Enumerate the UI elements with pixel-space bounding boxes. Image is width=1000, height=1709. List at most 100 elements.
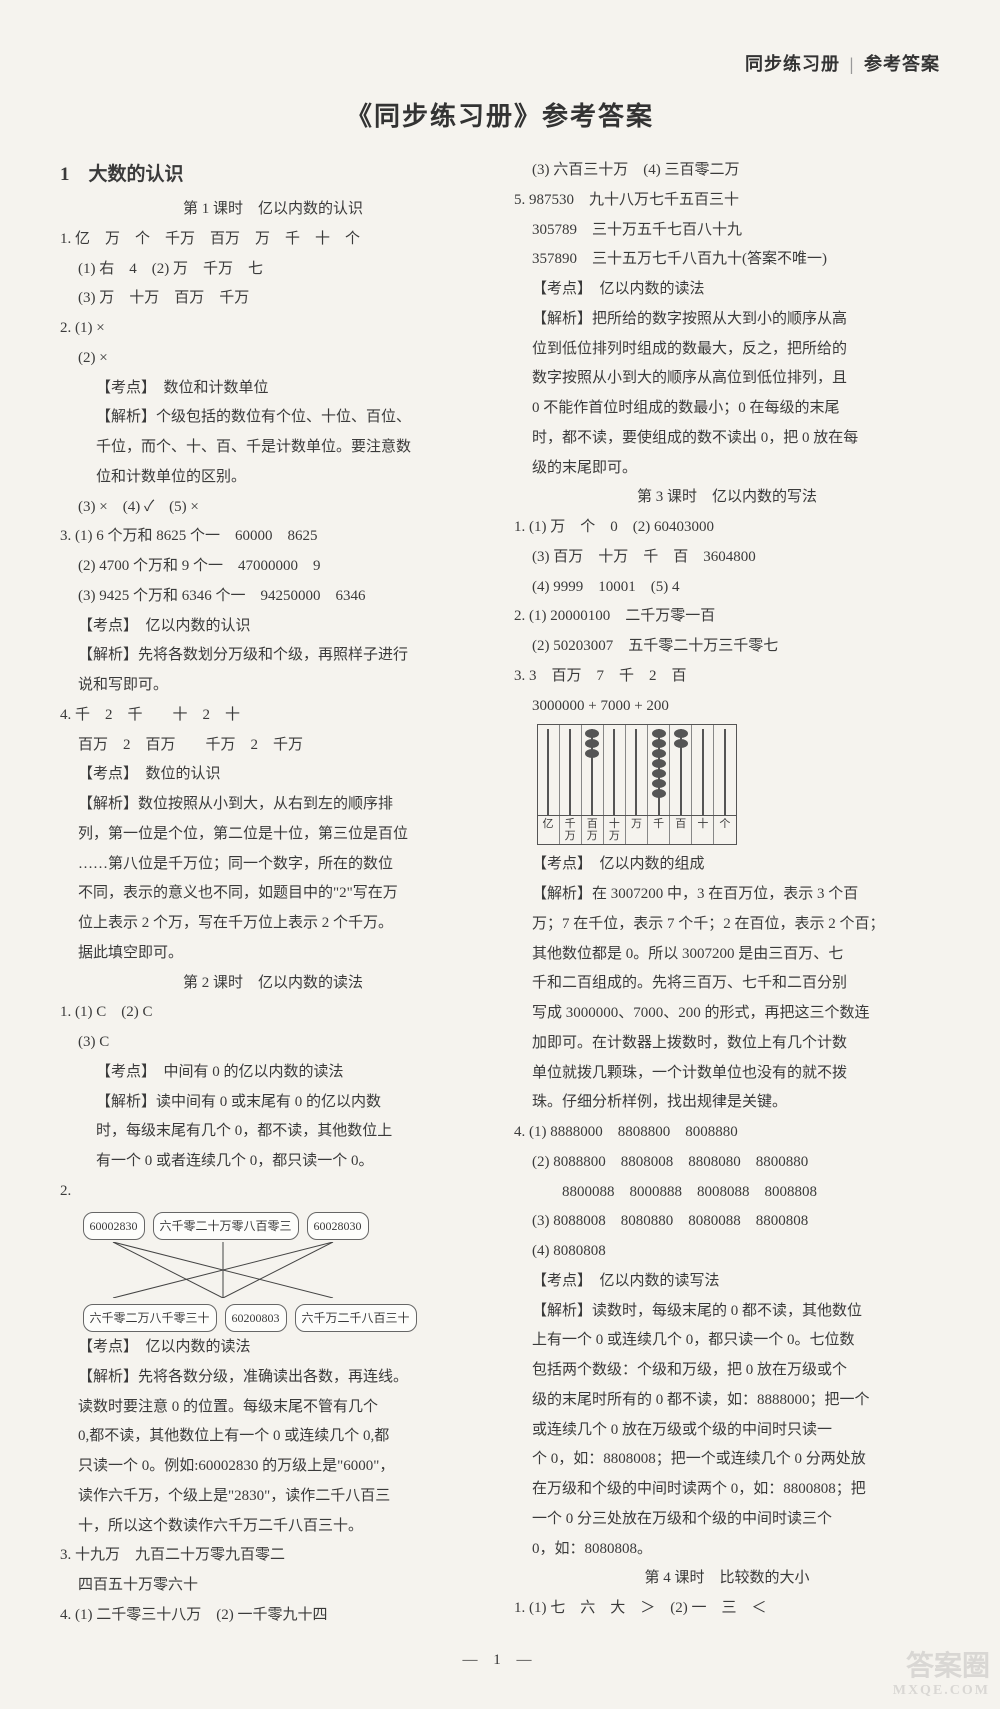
l1-jie3d: 不同，表示的意义也不同，如题目中的"2"写在万 [60,880,486,908]
l1-1a: (1) 右 4 (2) 万 千万 七 [60,256,486,284]
l2-jie1a: 【解析】读中间有 0 或末尾有 0 的亿以内数 [60,1089,486,1117]
abacus-col [560,725,582,815]
page: 同步练习册 | 参考答案 《同步练习册》参考答案 1 大数的认识 第 1 课时 … [0,0,1000,1709]
abacus-col [538,725,560,815]
l1-jie3e: 位上表示 2 个万，写在千万位上表示 2 个千万。 [60,910,486,938]
abacus-col [692,725,714,815]
l2-jie1c: 有一个 0 或者连续几个 0，都只读一个 0。 [60,1148,486,1176]
l3-j2h: 一个 0 分三处放在万级和个级的中间时读三个 [514,1506,940,1534]
abacus-bead [585,729,599,738]
box-row-bot: 六千零二万八千零三十 60200803 六千万二千八百三十 [83,1304,487,1332]
l1-kao1: 【考点】 数位和计数单位 [60,375,486,403]
abacus-label: 十 [692,816,714,844]
r5-j2: 位到低位排列时组成的数最大，反之，把所给的 [514,336,940,364]
l3-4a: 4. (1) 8888000 8808800 8008880 [514,1119,940,1147]
l1-kao2: 【考点】 亿以内数的认识 [60,613,486,641]
l3-j7: 单位就拨几颗珠，一个计数单位也没有的就不拨 [514,1060,940,1088]
l1-jie1c: 位和计数单位的区别。 [60,464,486,492]
l2-3a: 3. 十九万 九百二十万零九百零二 [60,1542,486,1570]
box-top-1: 六千零二十万零八百零三 [153,1212,299,1240]
l3-j2i: 0，如：8080808。 [514,1536,940,1564]
right-column: (3) 六百三十万 (4) 三百零二万 5. 987530 九十八万七千五百三十… [514,157,940,1632]
l2-kao2: 【考点】 亿以内数的读法 [60,1334,486,1362]
l3-3b: 3000000 + 7000 + 200 [514,693,940,721]
l1-3b: (2) 4700 个万和 9 个一 47000000 9 [60,553,486,581]
l3-1a: 1. (1) 万 个 0 (2) 60403000 [514,514,940,542]
l3-2a: 2. (1) 20000100 二千万零一百 [514,603,940,631]
page-number: — 1 — [60,1652,940,1669]
lesson-3-title: 第 3 课时 亿以内数的写法 [514,484,940,512]
l3-j3: 其他数位都是 0。所以 3007200 是由三百万、七 [514,941,940,969]
abacus: 亿千万百万十万万千百十个 [537,724,941,845]
header-right-b: 参考答案 [864,54,940,74]
r5-j6: 级的末尾即可。 [514,455,940,483]
abacus-col [714,725,735,815]
chapter-title: 1 大数的认识 [60,157,486,192]
l1-jie3a: 【解析】数位按照从小到大，从右到左的顺序排 [60,791,486,819]
l1-jie1a: 【解析】个级包括的数位有个位、十位、百位、 [60,404,486,432]
l4-1: 1. (1) 七 六 大 ＞ (2) 一 三 ＜ [514,1595,940,1623]
abacus-bead [585,749,599,758]
r5a: 5. 987530 九十八万七千五百三十 [514,187,940,215]
l2-1a: (3) C [60,1029,486,1057]
abacus-bead [585,739,599,748]
abacus-col [582,725,604,815]
l3-j2a: 【解析】读数时，每级末尾的 0 都不读，其他数位 [514,1298,940,1326]
l3-j8: 珠。仔细分析样例，找出规律是关键。 [514,1089,940,1117]
l1-jie2a: 【解析】先将各数划分万级和个级，再照样子进行 [60,642,486,670]
lesson-1-title: 第 1 课时 亿以内数的认识 [60,196,486,224]
l3-j6: 加即可。在计数器上拨数时，数位上有几个计数 [514,1030,940,1058]
box-top-2: 60028030 [307,1212,369,1240]
l2-3b: 四百五十万零六十 [60,1572,486,1600]
abacus-bead [652,759,666,768]
abacus-col [626,725,648,815]
l3-3a: 3. 3 百万 7 千 2 百 [514,663,940,691]
l3-j5: 写成 3000000、7000、200 的形式，再把这三个数连 [514,1000,940,1028]
l1-jie1b: 千位，而个、十、百、千是计数单位。要注意数 [60,434,486,462]
l3-j2b: 上有一个 0 或连续几个 0，都只读一个 0。七位数 [514,1327,940,1355]
l2-jie1b: 时，每级末尾有几个 0，都不读，其他数位上 [60,1118,486,1146]
header-right-a: 同步练习册 [745,54,840,74]
l2-jie2c: 0,都不读，其他数位上有一个 0 或连续几个 0,都 [60,1423,486,1451]
l3-1b: (3) 百万 十万 千 百 3604800 [514,544,940,572]
abacus-label: 百万 [582,816,604,844]
header-sep: | [850,54,855,74]
l1-jie3f: 据此填空即可。 [60,940,486,968]
l1-3c: (3) 9425 个万和 6346 个一 94250000 6346 [60,583,486,611]
lesson-2-title: 第 2 课时 亿以内数的读法 [60,970,486,998]
l2-1: 1. (1) C (2) C [60,999,486,1027]
abacus-frame [537,724,737,816]
l1-2: 2. (1) × [60,315,486,343]
abacus-bead [652,749,666,758]
abacus-col [648,725,670,815]
abacus-bead [674,729,688,738]
r5-j5: 时，都不读，要使组成的数不读出 0，把 0 放在每 [514,425,940,453]
l3-4e: (4) 8080808 [514,1238,940,1266]
lesson-4-title: 第 4 课时 比较数的大小 [514,1565,940,1593]
l2-jie2b: 读数时要注意 0 的位置。每级末尾不管有几个 [60,1394,486,1422]
main-title: 《同步练习册》参考答案 [60,96,940,133]
abacus-label: 十万 [604,816,626,844]
abacus-col [670,725,692,815]
abacus-label: 亿 [538,816,560,844]
l3-j4: 千和二百组成的。先将三百万、七千和二百分别 [514,970,940,998]
l3-4d: (3) 8088008 8080880 8080088 8800808 [514,1208,940,1236]
r-top1: (3) 六百三十万 (4) 三百零二万 [514,157,940,185]
l2-2: 2. [60,1178,486,1206]
l1-4a: 4. 千 2 千 十 2 十 [60,702,486,730]
l1-jie3c: ……第八位是千万位；同一个数字，所在的数位 [60,851,486,879]
box-bot-1: 60200803 [225,1304,287,1332]
abacus-bead [674,739,688,748]
abacus-label: 百 [670,816,692,844]
r5-j1: 【解析】把所给的数字按照从大到小的顺序从高 [514,306,940,334]
chapter-name: 大数的认识 [89,164,184,185]
l3-j2g: 在万级和个级的中间时读两个 0，如：8800808；把 [514,1476,940,1504]
header-right: 同步练习册 | 参考答案 [60,50,940,76]
abacus-bead [652,769,666,778]
l2-jie2e: 读作六千万，个级上是"2830"，读作二千八百三 [60,1483,486,1511]
box-bot-2: 六千万二千八百三十 [295,1304,417,1332]
l2-jie2f: 十，所以这个数读作六千万二千八百三十。 [60,1513,486,1541]
watermark: 答案圈 MXQE.COM [893,1652,990,1698]
abacus-labels: 亿千万百万十万万千百十个 [537,816,737,845]
l3-1c: (4) 9999 10001 (5) 4 [514,574,940,602]
